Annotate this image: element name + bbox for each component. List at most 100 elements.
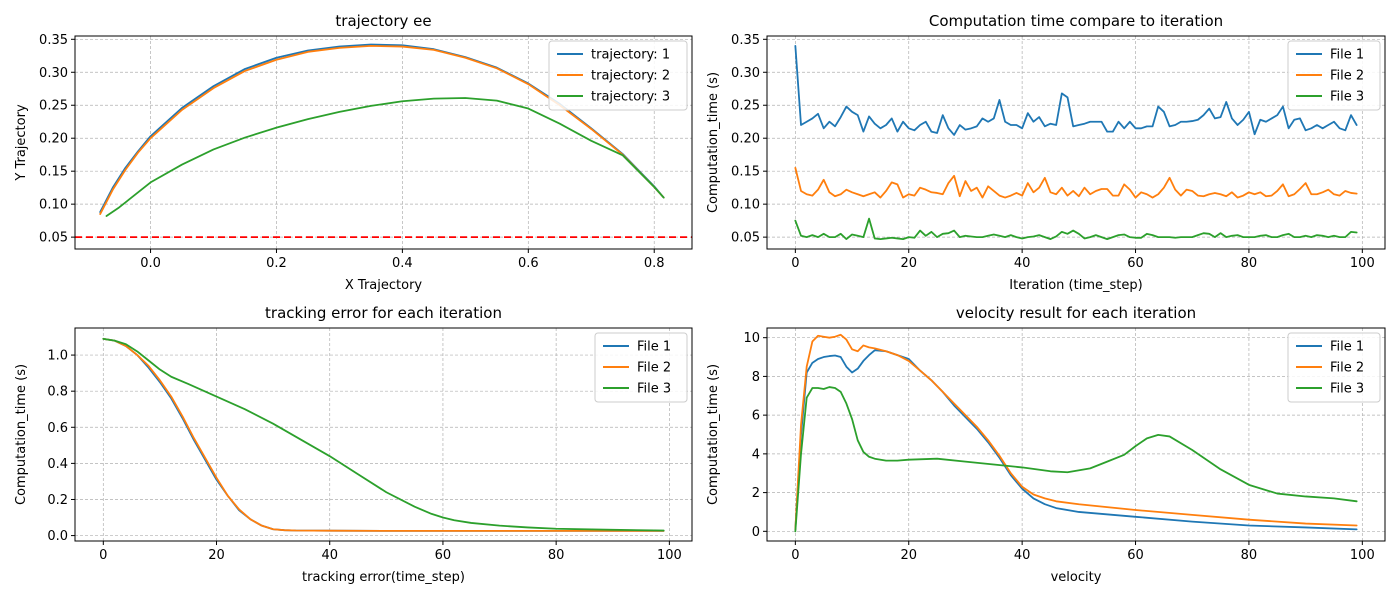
legend-entry: File 2	[637, 361, 671, 376]
x-tick-label: 0.6	[518, 256, 539, 271]
legend-entry: File 1	[1330, 340, 1364, 355]
x-axis-label: Iteration (time_step)	[1009, 278, 1142, 293]
legend: File 1 File 2 File 3	[594, 332, 688, 403]
series-line-2	[99, 44, 665, 215]
series-line-3	[105, 97, 665, 217]
chart-panel-4: 0 20 40 60 80 100 0 2 4 6 8 10 velocity result for e…	[706, 304, 1386, 585]
legend-entry: File 1	[1330, 48, 1364, 63]
plot-area	[766, 327, 1386, 542]
series-line-3	[794, 386, 1358, 533]
y-axis-label: Y Trajectory	[14, 104, 29, 182]
x-tick-label: 0.4	[392, 256, 413, 271]
legend-box	[594, 332, 688, 403]
legend-entry: File 3	[637, 382, 671, 397]
legend-entry: trajectory: 1	[591, 48, 670, 63]
plot-area	[766, 35, 1386, 250]
legend-box	[1287, 332, 1381, 403]
legend-entry: File 3	[1330, 90, 1364, 105]
y-tick-label: 0.4	[47, 457, 68, 472]
chart-panel-1: 0.0 0.2 0.4 0.6 0.8 0.05 0.10 0.15 0.20 0.25 0.30 0…	[14, 12, 693, 293]
x-axis-label: tracking error(time_step)	[302, 570, 465, 585]
y-tick-label: 0.15	[39, 165, 68, 180]
y-tick-label: 0.05	[731, 231, 760, 246]
series-line-3	[794, 217, 1358, 241]
x-tick-label: 0	[99, 548, 107, 563]
y-tick-label: 0.10	[731, 198, 760, 213]
chart-title: velocity result for each iteration	[956, 304, 1196, 322]
x-tick-label: 100	[1350, 256, 1375, 271]
chart-title: trajectory ee	[335, 12, 431, 30]
y-tick-label: 0.35	[731, 33, 760, 48]
x-tick-label: 20	[900, 548, 917, 563]
y-tick-label: 0.25	[39, 99, 68, 114]
series-line-1	[794, 349, 1358, 531]
y-tick-label: 10	[743, 331, 760, 346]
x-tick-label: 80	[1241, 256, 1258, 271]
chart-title: tracking error for each iteration	[265, 304, 502, 322]
y-axis-label: Computation_time (s)	[706, 72, 721, 213]
y-tick-label: 0.20	[731, 132, 760, 147]
x-tick-label: 40	[321, 548, 338, 563]
x-tick-label: 20	[208, 548, 225, 563]
x-tick-label: 0.8	[644, 256, 665, 271]
x-tick-label: 60	[1127, 256, 1144, 271]
legend-entry: File 2	[1330, 69, 1364, 84]
series-line-2	[794, 333, 1358, 531]
grid	[767, 328, 1385, 541]
series-line-2	[794, 166, 1358, 199]
legend-entry: File 2	[1330, 361, 1364, 376]
y-tick-label: 0.25	[731, 99, 760, 114]
y-axis-label: Computation_time (s)	[706, 364, 721, 505]
y-tick-label: 8	[752, 370, 760, 385]
x-tick-label: 0.0	[140, 256, 161, 271]
legend-box	[1287, 40, 1381, 111]
legend-entry: File 1	[637, 340, 671, 355]
grid	[767, 36, 1385, 249]
y-tick-label: 0.05	[39, 231, 68, 246]
chart-panel-2: 0 20 40 60 80 100 0.05 0.10 0.15 0.20 0.25 0.30 0.35…	[706, 12, 1386, 293]
chart-panel-3: 0 20 40 60 80 100 0.0 0.2 0.4 0.6 0.8 1.0 tracking e…	[14, 304, 693, 585]
x-axis-label: velocity	[1051, 570, 1102, 585]
x-tick-label: 0	[791, 548, 799, 563]
y-tick-label: 1.0	[47, 349, 68, 364]
legend-entry: File 3	[1330, 382, 1364, 397]
legend: trajectory: 1 trajectory: 2 trajectory: 3	[548, 40, 688, 111]
series-line-1	[102, 337, 665, 532]
legend-entry: trajectory: 3	[591, 90, 670, 105]
y-tick-label: 0.8	[47, 385, 68, 400]
x-tick-label: 80	[1241, 548, 1258, 563]
x-tick-label: 0	[791, 256, 799, 271]
x-axis-label: X Trajectory	[345, 278, 423, 293]
y-tick-label: 4	[752, 447, 760, 462]
legend: File 1 File 2 File 3	[1287, 332, 1381, 403]
y-tick-label: 0.2	[47, 493, 68, 508]
legend: File 1 File 2 File 3	[1287, 40, 1381, 111]
legend-box	[548, 40, 688, 111]
x-tick-label: 20	[900, 256, 917, 271]
y-tick-label: 0.10	[39, 198, 68, 213]
series-line-2	[102, 337, 665, 532]
y-tick-label: 6	[752, 409, 760, 424]
x-tick-label: 40	[1014, 548, 1031, 563]
plot-area	[74, 35, 693, 250]
y-tick-label: 0	[752, 525, 760, 540]
grid	[75, 328, 692, 541]
x-tick-label: 0.2	[266, 256, 287, 271]
y-tick-label: 0.30	[39, 66, 68, 81]
chart-title: Computation time compare to iteration	[929, 12, 1223, 30]
y-tick-label: 2	[752, 486, 760, 501]
x-tick-label: 60	[435, 548, 452, 563]
y-tick-label: 0.15	[731, 165, 760, 180]
y-axis-label: Computation_time (s)	[14, 364, 29, 505]
series-line-1	[794, 44, 1358, 136]
legend-entry: trajectory: 2	[591, 69, 670, 84]
y-tick-label: 0.0	[47, 529, 68, 544]
x-tick-label: 100	[1350, 548, 1375, 563]
x-tick-label: 80	[548, 548, 565, 563]
plot-area	[74, 327, 693, 542]
y-tick-label: 0.30	[731, 66, 760, 81]
series-line-3	[102, 337, 665, 532]
x-tick-label: 40	[1014, 256, 1031, 271]
y-tick-label: 0.20	[39, 132, 68, 147]
